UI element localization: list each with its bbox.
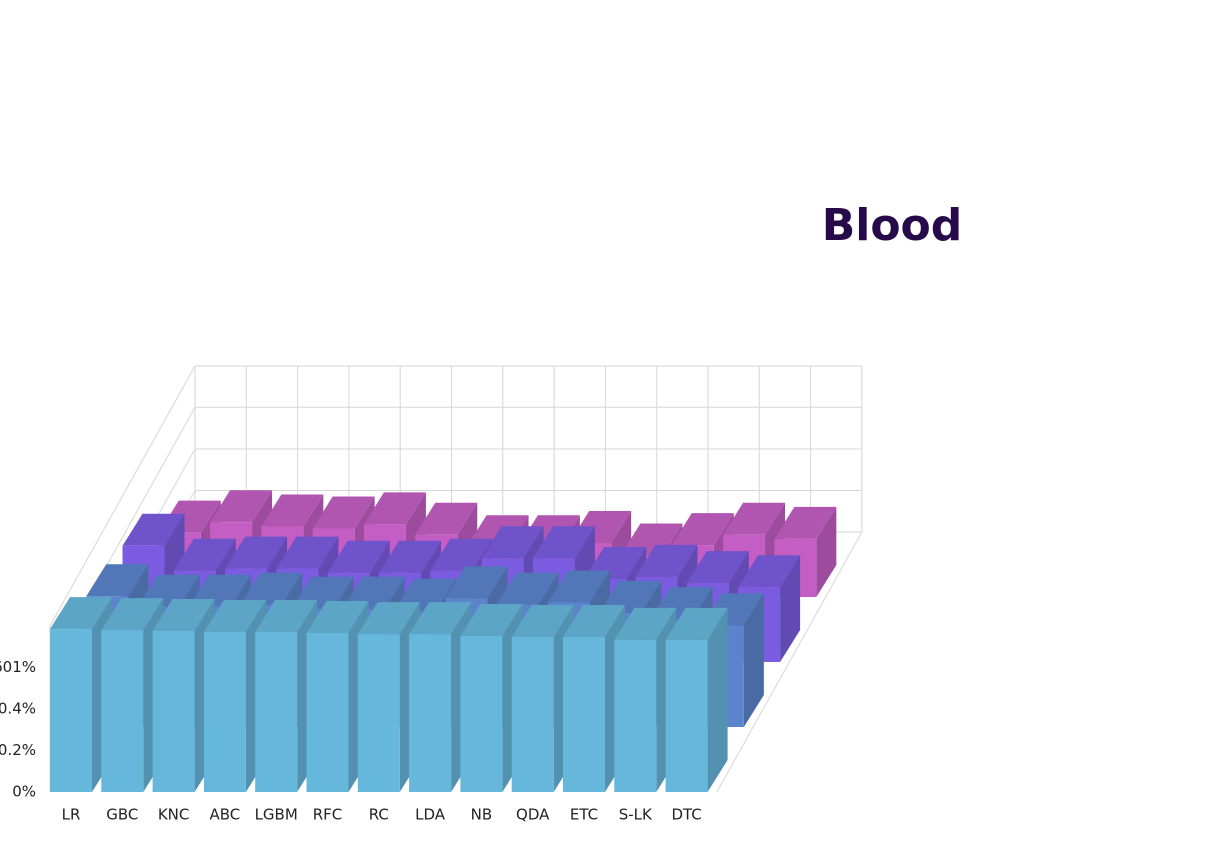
bar-top <box>261 494 324 527</box>
bar-top <box>481 526 544 559</box>
bar-top <box>496 572 559 605</box>
bar-top <box>379 540 441 573</box>
bar-top <box>122 513 185 546</box>
bar-top <box>240 572 303 605</box>
bar-front <box>511 636 554 792</box>
bar-side <box>743 593 764 727</box>
bar-front <box>357 634 400 792</box>
bar-top <box>255 600 318 633</box>
bar-top <box>599 580 662 613</box>
bar-top <box>665 607 728 640</box>
floor-line <box>716 531 863 793</box>
bar-side <box>780 555 801 662</box>
x-tick-label: RFC <box>313 806 343 824</box>
x-tick-label: GBC <box>106 806 138 824</box>
bar-top <box>327 540 390 573</box>
y-tick-label: 0% <box>12 783 36 801</box>
bar-top <box>686 551 749 584</box>
y-tick-label: 0.601% <box>0 658 36 676</box>
bar-front <box>306 633 349 792</box>
x-tick-label: S-LK <box>619 806 653 824</box>
bar-top <box>547 570 610 603</box>
chart-title: Blood <box>822 200 963 251</box>
bar-top <box>203 600 266 633</box>
x-tick-label: LGBM <box>255 806 298 824</box>
bar-front <box>614 639 657 792</box>
x-tick-label: KNC <box>158 806 190 824</box>
bar-top <box>306 601 369 634</box>
bar-side <box>816 506 837 597</box>
grid-line <box>49 365 196 627</box>
bar-top <box>614 607 677 640</box>
bar-top <box>563 604 625 637</box>
bar-top <box>738 555 801 588</box>
bar-top <box>86 564 149 597</box>
x-tick-label: LDA <box>415 806 446 824</box>
bar-top <box>50 597 112 630</box>
x-tick-label: QDA <box>516 806 550 824</box>
bar-top <box>101 598 164 631</box>
bar-top <box>532 526 595 559</box>
bar-top <box>430 538 493 571</box>
x-tick-label: RC <box>369 806 389 824</box>
bar-top <box>225 536 288 569</box>
bar-front <box>460 635 503 792</box>
bar-top <box>445 566 508 599</box>
bar-front <box>203 632 246 792</box>
x-tick-label: LR <box>62 806 81 824</box>
bar-top <box>173 538 236 571</box>
bar-front <box>50 629 92 792</box>
bar-top <box>723 502 786 535</box>
bar-top <box>152 598 215 631</box>
y-tick-label: 0.4% <box>0 700 36 718</box>
bar-front <box>665 639 708 792</box>
bar-top <box>511 604 574 637</box>
bar-front <box>101 630 144 792</box>
x-tick-label: DTC <box>671 806 701 824</box>
bar <box>563 604 625 792</box>
x-tick-label: ABC <box>210 806 241 824</box>
bar-side <box>707 607 728 792</box>
bar <box>665 607 728 792</box>
x-tick-label: ETC <box>570 806 598 824</box>
bar-top <box>188 574 251 607</box>
bar-front <box>255 632 298 792</box>
bar-top <box>460 603 523 636</box>
bar-top <box>635 544 698 577</box>
bar-top <box>409 602 472 635</box>
bar-front <box>409 634 452 792</box>
y-tick-label: 0.2% <box>0 741 36 759</box>
bar-top <box>357 602 420 635</box>
bar-top <box>276 536 339 569</box>
bar-top <box>210 490 273 523</box>
bar-top <box>774 506 837 539</box>
bar-top <box>415 502 478 535</box>
bar-top <box>671 513 734 546</box>
bar-top <box>312 496 375 529</box>
x-tick-label: NB <box>471 806 493 824</box>
bar-top <box>342 576 405 609</box>
bar-front <box>563 636 605 792</box>
bar-front <box>152 630 195 792</box>
bar-top <box>363 492 426 525</box>
